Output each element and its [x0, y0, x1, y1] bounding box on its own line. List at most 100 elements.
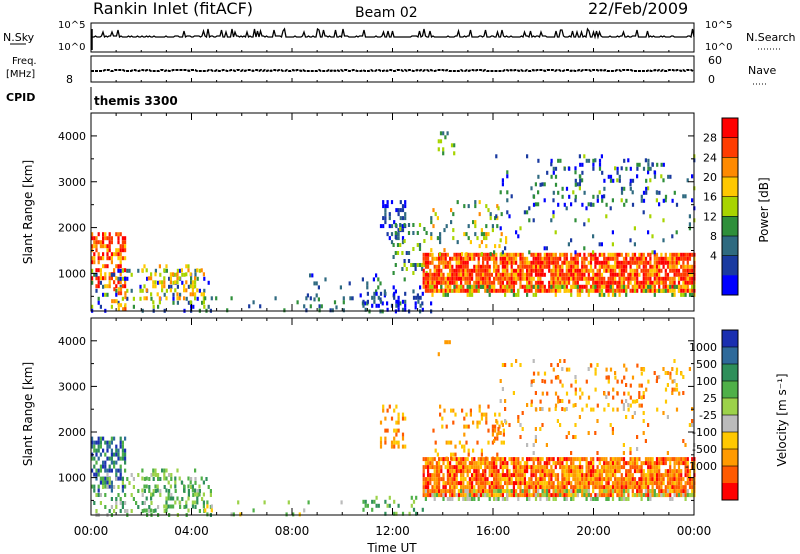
data-cell [587, 473, 590, 478]
data-cell [545, 264, 549, 269]
data-cell [565, 280, 568, 285]
data-cell [93, 456, 96, 461]
data-cell [446, 292, 449, 297]
data-cell [521, 411, 524, 415]
data-cell [596, 363, 599, 367]
data-cell [625, 367, 628, 372]
data-cell [427, 485, 430, 490]
data-cell [439, 131, 443, 136]
data-cell [673, 387, 676, 392]
data-cell [620, 280, 623, 285]
data-cell [191, 280, 194, 285]
data-cell [506, 268, 509, 273]
data-cell [311, 273, 314, 278]
data-cell [512, 268, 515, 273]
data-cell [451, 268, 454, 273]
data-cell [190, 477, 193, 481]
data-cell [393, 440, 396, 445]
data-cell [677, 268, 681, 273]
data-cell [609, 280, 612, 285]
data-cell [638, 264, 641, 269]
data-cell [488, 489, 491, 494]
data-cell [616, 166, 619, 171]
data-cell [548, 461, 551, 466]
data-cell [427, 260, 430, 265]
data-cell [495, 264, 498, 269]
data-cell [91, 444, 94, 449]
data-cell [106, 468, 109, 473]
data-cell [474, 200, 477, 205]
data-cell [561, 186, 564, 191]
data-cell [490, 493, 493, 498]
data-cell [653, 260, 656, 265]
data-cell [567, 473, 571, 478]
data-cell [653, 489, 656, 493]
data-cell [532, 252, 535, 257]
data-cell [499, 276, 502, 281]
data-cell [629, 465, 632, 470]
data-cell [541, 256, 544, 261]
data-cell [159, 272, 162, 277]
data-cell [471, 292, 474, 297]
data-cell [574, 252, 577, 257]
data-cell [486, 260, 489, 265]
data-cell [435, 485, 438, 490]
data-cell [594, 264, 597, 269]
data-cell [181, 272, 184, 277]
data-cell [605, 461, 608, 466]
data-cell [565, 288, 568, 293]
data-cell [583, 246, 586, 251]
data-cell [589, 497, 593, 501]
data-cell [592, 256, 595, 261]
data-cell [596, 473, 599, 478]
data-cell [611, 497, 615, 501]
data-cell [444, 489, 447, 494]
data-cell [572, 268, 575, 273]
data-cell [421, 267, 424, 271]
data-cell [605, 202, 608, 207]
data-cell [110, 252, 113, 257]
data-cell [543, 288, 546, 293]
data-cell [97, 493, 100, 497]
data-cell [605, 375, 608, 380]
data-cell [97, 268, 100, 273]
data-cell [315, 281, 318, 286]
data-cell [581, 178, 584, 183]
data-cell [106, 444, 109, 449]
data-cell [651, 473, 654, 478]
data-cell [592, 252, 595, 257]
data-cell [556, 264, 560, 269]
data-cell [675, 457, 678, 462]
data-cell [677, 284, 681, 289]
data-cell [510, 481, 513, 486]
data-cell [141, 488, 144, 493]
data-cell [497, 268, 500, 273]
data-cell [187, 476, 190, 481]
data-cell [416, 263, 419, 267]
data-cell [412, 247, 415, 251]
colorbar-swatch [722, 236, 738, 257]
data-cell [596, 256, 599, 261]
data-cell [461, 252, 464, 257]
data-cell [165, 508, 168, 513]
data-cell [627, 489, 630, 493]
data-cell [176, 468, 179, 473]
data-cell [379, 299, 383, 304]
data-cell [559, 268, 562, 273]
data-cell [174, 476, 177, 481]
data-cell [424, 457, 427, 462]
data-cell [563, 493, 566, 498]
data-cell [686, 481, 689, 486]
data-cell [191, 284, 194, 289]
data-cell [172, 292, 175, 297]
data-cell [543, 252, 546, 257]
data-cell [627, 469, 630, 474]
data-cell [567, 477, 571, 482]
data-cell [495, 276, 498, 281]
data-cell [462, 276, 465, 281]
data-cell [491, 440, 494, 445]
data-cell [611, 485, 615, 490]
data-cell [618, 174, 621, 179]
data-cell [113, 509, 116, 513]
